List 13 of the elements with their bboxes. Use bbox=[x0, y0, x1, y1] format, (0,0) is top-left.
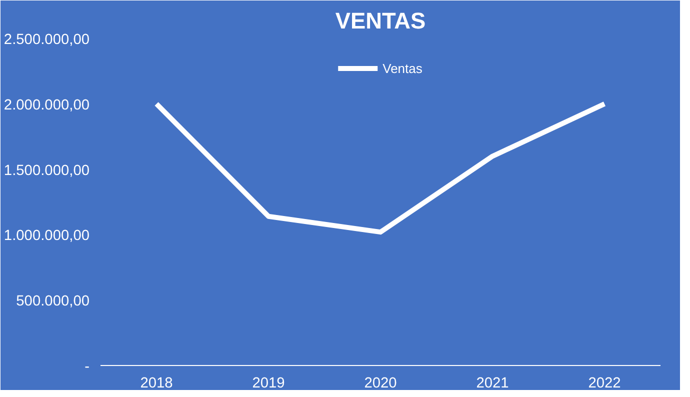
x-tick-label: 2020 bbox=[364, 376, 397, 392]
y-tick-label: 2.500.000,00 bbox=[4, 32, 90, 48]
y-tick-label: 1.500.000,00 bbox=[4, 162, 90, 179]
legend-label: Ventas bbox=[382, 60, 422, 76]
chart-title: VENTAS bbox=[335, 8, 426, 34]
x-tick-label: 2021 bbox=[476, 376, 509, 392]
y-tick-label: 500.000,00 bbox=[16, 294, 90, 310]
y-tick-label: 2.000.000,00 bbox=[4, 97, 90, 114]
x-tick-label: 2019 bbox=[252, 376, 285, 392]
y-tick-label: 1.000.000,00 bbox=[4, 228, 90, 244]
x-tick-label: 2018 bbox=[140, 376, 173, 392]
x-tick-label: 2022 bbox=[588, 376, 621, 392]
y-tick-label: - bbox=[84, 359, 90, 375]
